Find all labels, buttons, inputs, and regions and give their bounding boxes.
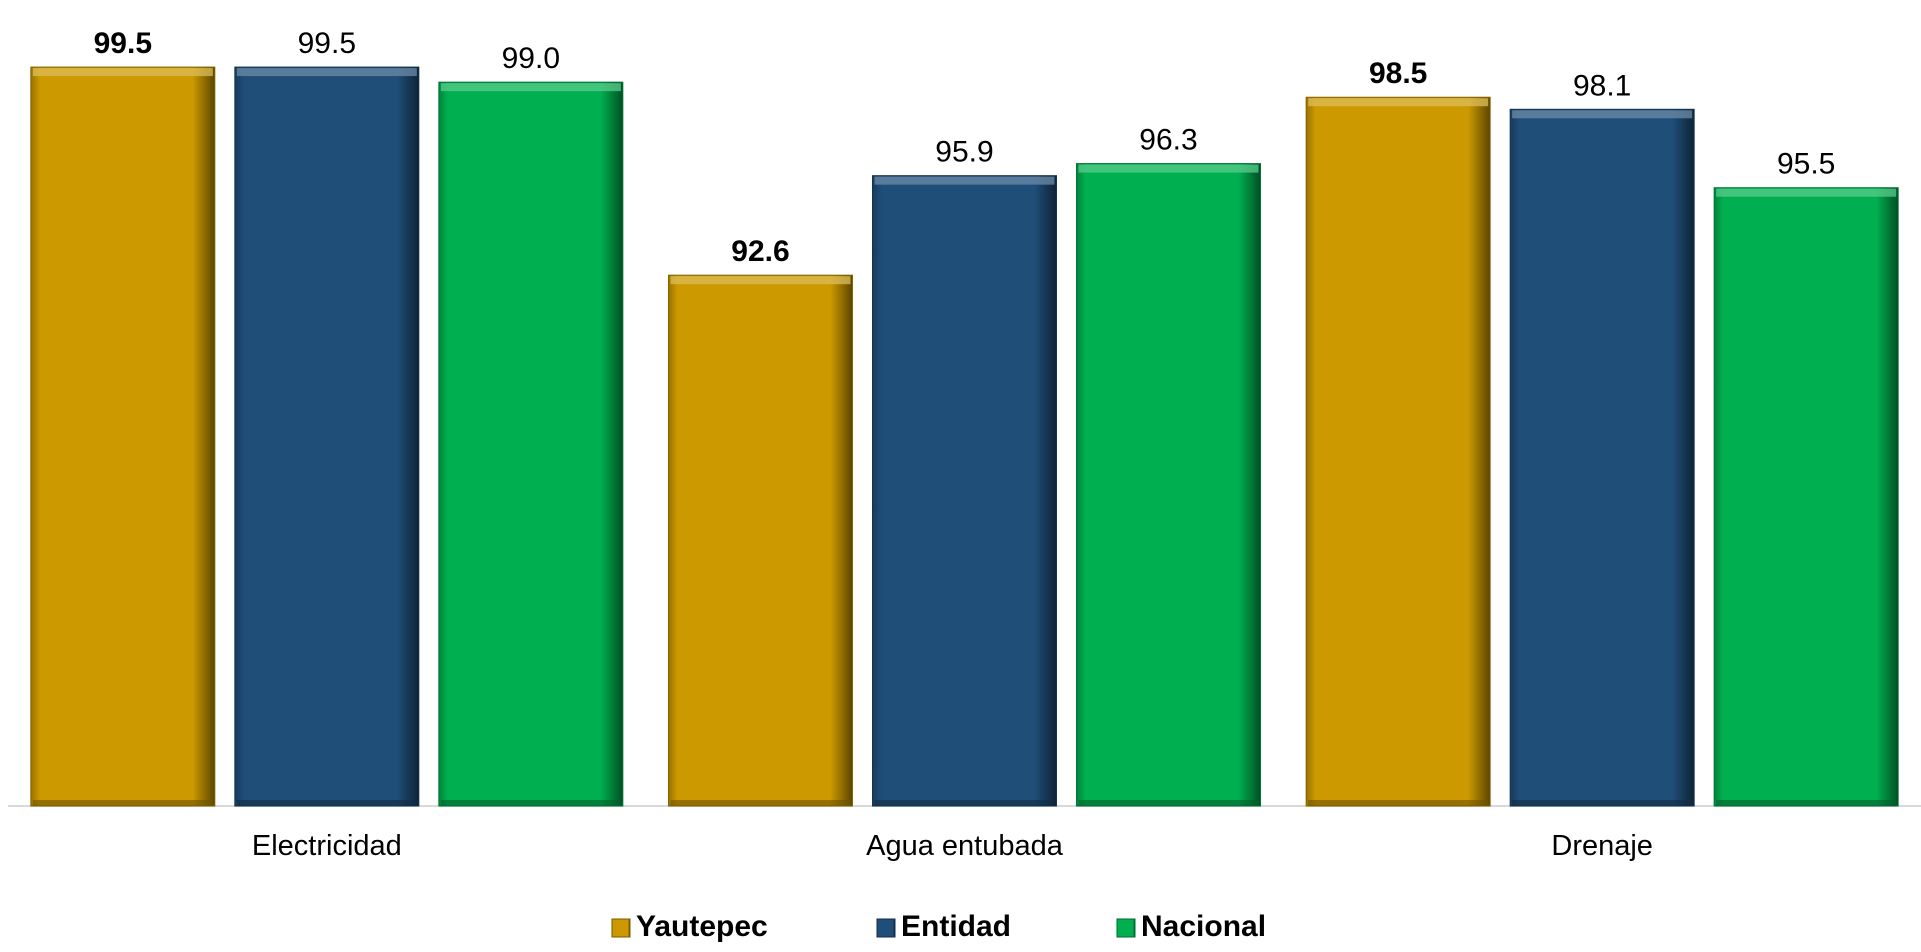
value-label-yautepec-1: 92.6 [731, 235, 789, 268]
bar-base-entidad-1 [874, 800, 1055, 806]
category-labels-group: Electricidad Agua entubada Drenaje [252, 830, 1653, 862]
bar-base-entidad-0 [236, 800, 417, 806]
bar-base-entidad-2 [1512, 800, 1693, 806]
bar-entidad-0 [234, 66, 420, 807]
bar-nacional-0 [438, 81, 624, 807]
legend-label-entidad: Entidad [901, 910, 1011, 943]
category-label-1: Agua entubada [866, 830, 1064, 862]
legend-swatch-nacional [1116, 918, 1136, 938]
bar-highlight-yautepec-1 [670, 276, 851, 285]
legend-label-yautepec: Yautepec [636, 910, 768, 943]
bar-highlight-entidad-1 [874, 176, 1055, 185]
bar-highlight-yautepec-2 [1308, 98, 1489, 107]
bar-base-nacional-1 [1078, 800, 1259, 806]
bar-highlight-entidad-0 [236, 68, 417, 77]
bar-entidad-1 [872, 175, 1057, 807]
value-label-yautepec-0: 99.5 [94, 27, 152, 60]
value-label-nacional-0: 99.0 [502, 42, 560, 75]
bar-highlight-yautepec-0 [32, 68, 213, 77]
bar-highlight-nacional-1 [1078, 164, 1259, 173]
bar-base-nacional-2 [1716, 800, 1897, 806]
bar-nacional-1 [1076, 163, 1261, 807]
value-label-entidad-1: 95.9 [935, 136, 993, 169]
bar-base-yautepec-0 [32, 800, 213, 806]
bar-base-yautepec-2 [1308, 800, 1489, 806]
bar-nacional-2 [1713, 187, 1899, 807]
bar-yautepec-0 [30, 66, 216, 807]
bar-highlight-nacional-2 [1716, 188, 1897, 197]
legend-swatch-yautepec [611, 918, 631, 938]
legend: Yautepec Entidad Nacional [611, 910, 1266, 943]
bar-highlight-nacional-0 [440, 83, 621, 92]
value-label-entidad-2: 98.1 [1573, 69, 1631, 102]
category-label-0: Electricidad [252, 830, 402, 862]
bar-yautepec-1 [668, 274, 853, 807]
bars-group [30, 66, 1899, 807]
bar-entidad-2 [1509, 108, 1695, 807]
category-label-2: Drenaje [1551, 830, 1653, 862]
bar-highlight-entidad-2 [1512, 110, 1693, 119]
value-label-entidad-0: 99.5 [298, 27, 356, 60]
value-labels-group: 99.5 99.5 99.0 92.6 95.9 96.3 98.5 98.1 95.5 [94, 27, 1836, 268]
bar-yautepec-2 [1305, 96, 1491, 807]
legend-swatch-entidad [876, 918, 896, 938]
value-label-yautepec-2: 98.5 [1369, 57, 1427, 90]
value-label-nacional-1: 96.3 [1139, 124, 1197, 157]
bar-base-nacional-0 [440, 800, 621, 806]
value-label-nacional-2: 95.5 [1777, 148, 1835, 181]
legend-label-nacional: Nacional [1141, 910, 1266, 943]
bar-base-yautepec-1 [670, 800, 851, 806]
